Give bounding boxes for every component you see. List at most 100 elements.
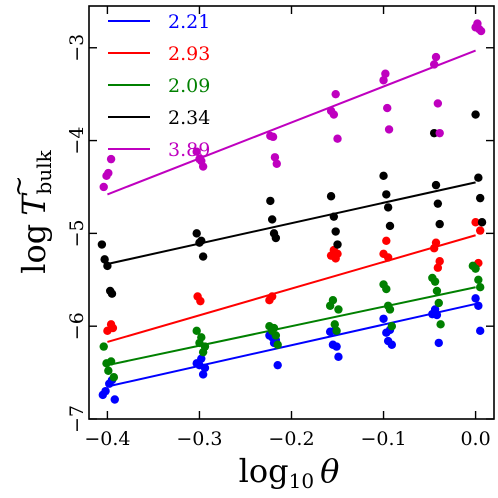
data-point [200, 342, 210, 351]
data-point [97, 240, 107, 249]
x-tick-label: 0.0 [460, 428, 490, 450]
fit-line [107, 286, 476, 367]
data-point [266, 196, 275, 206]
data-point [476, 26, 486, 36]
fit-line [107, 302, 476, 388]
data-point [197, 236, 206, 246]
svg-text:logTbulk: log Tbulk [15, 149, 56, 273]
data-point [329, 110, 339, 119]
data-point [103, 261, 112, 271]
data-point [334, 352, 343, 362]
data-point [430, 277, 440, 286]
y-tick-label: −3 [66, 34, 88, 62]
data-point [101, 386, 110, 396]
x-axis-label: log10 θ [239, 452, 340, 493]
data-point [433, 99, 443, 108]
fit-line [107, 49, 476, 196]
x-label-var: θ [320, 452, 339, 490]
data-point [267, 215, 277, 224]
data-point [433, 199, 443, 208]
y-tick-label: −6 [66, 312, 88, 340]
data-point [109, 373, 119, 382]
data-point [268, 132, 278, 142]
data-point [332, 326, 341, 336]
data-point [381, 69, 390, 78]
data-point [471, 110, 480, 119]
data-point [432, 310, 442, 320]
data-point [104, 366, 113, 375]
data-point [198, 162, 208, 171]
legend-label: 2.93 [168, 43, 210, 65]
legend-label: 3.89 [168, 139, 210, 161]
data-point [379, 314, 388, 323]
data-point [192, 326, 201, 336]
data-point [333, 249, 342, 258]
data-point [431, 180, 441, 190]
data-point [475, 283, 485, 292]
data-point [471, 264, 480, 273]
data-point [331, 89, 340, 99]
data-point [104, 168, 113, 178]
y-tick-label: −5 [66, 219, 88, 247]
data-point [106, 357, 116, 366]
data-point [436, 320, 445, 329]
data-point [383, 253, 393, 262]
data-point [379, 76, 388, 85]
data-point [329, 212, 339, 221]
data-point [474, 173, 483, 182]
data-point [477, 218, 487, 227]
data-point [471, 294, 480, 303]
x-tick-label: −0.1 [360, 428, 406, 450]
data-point [432, 286, 442, 296]
data-point [198, 252, 208, 261]
data-point [431, 52, 441, 62]
data-point [384, 125, 394, 134]
data-point [200, 363, 210, 373]
data-point [110, 395, 119, 404]
data-point [106, 154, 116, 164]
data-point [108, 323, 118, 333]
data-point [434, 298, 443, 308]
x-tick-label: −0.3 [176, 428, 222, 450]
legend-label: 2.09 [168, 75, 210, 97]
legend: 2.21 2.93 2.09 2.34 3.89 [108, 11, 210, 161]
data-point [471, 218, 480, 227]
x-label-main: log [239, 452, 289, 490]
data-point [435, 219, 444, 229]
data-point [382, 190, 391, 199]
data-points [97, 19, 487, 404]
data-point [198, 370, 208, 379]
data-point [475, 326, 485, 336]
data-point [333, 134, 342, 143]
data-point [429, 60, 439, 69]
data-point [197, 333, 206, 342]
data-point [100, 255, 109, 264]
data-point [433, 263, 443, 272]
data-point [326, 192, 336, 201]
legend-label: 2.21 [168, 11, 210, 33]
data-point [272, 159, 281, 168]
data-point [435, 257, 444, 266]
y-label-tilde: ~ [4, 175, 34, 197]
data-point [434, 338, 443, 348]
data-point [382, 284, 391, 294]
data-point [383, 103, 392, 113]
data-point [197, 354, 206, 363]
data-point [379, 171, 388, 181]
data-point [435, 128, 444, 138]
data-point [332, 342, 341, 351]
data-point [269, 323, 279, 333]
data-point [385, 221, 395, 231]
data-point [328, 296, 338, 305]
data-point [333, 240, 342, 249]
data-point [387, 340, 397, 349]
data-point [271, 233, 281, 243]
fit-line [107, 181, 476, 265]
y-label-sub: bulk [32, 149, 56, 194]
data-point [383, 203, 393, 212]
x-label-sub: 10 [289, 469, 314, 493]
data-point [475, 226, 485, 235]
data-point [99, 182, 108, 192]
